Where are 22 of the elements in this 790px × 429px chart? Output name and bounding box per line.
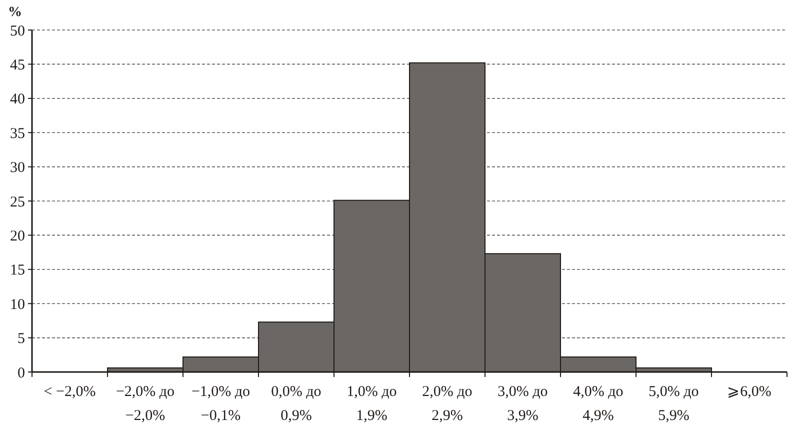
- y-tick-label: 15: [10, 262, 25, 279]
- y-tick-label: 35: [10, 126, 25, 142]
- x-tick-label: ⩾6,0%: [727, 384, 772, 400]
- y-tick-label: 30: [10, 160, 25, 176]
- y-tick-label: 45: [10, 57, 25, 74]
- x-tick-label: 1,0% до 1,9%: [346, 384, 397, 424]
- x-tick-label: < −2,0%: [44, 384, 96, 400]
- y-tick-label: 25: [10, 194, 25, 210]
- x-tick-label: −1,0% до −0,1%: [191, 384, 250, 424]
- x-tick-label: 4,0% до 4,9%: [573, 384, 624, 424]
- x-tick-label: 2,0% до 2,9%: [422, 384, 472, 424]
- y-tick-label: 0: [18, 365, 25, 382]
- x-tick-label: 0,0% до 0,9%: [271, 384, 322, 424]
- x-tick-label: 3,0% до 3,9%: [498, 384, 548, 424]
- y-tick-label: 40: [10, 92, 25, 108]
- y-tick-label: 50: [10, 23, 25, 40]
- x-tick-label: 5,0% до 5,9%: [648, 384, 699, 424]
- x-tick-label: −2,0% до −2,0%: [116, 384, 175, 424]
- y-axis-title: %: [8, 5, 22, 20]
- y-tick-label: 10: [10, 296, 25, 313]
- y-tick-label: 5: [18, 331, 25, 348]
- y-tick-label: 20: [10, 228, 25, 244]
